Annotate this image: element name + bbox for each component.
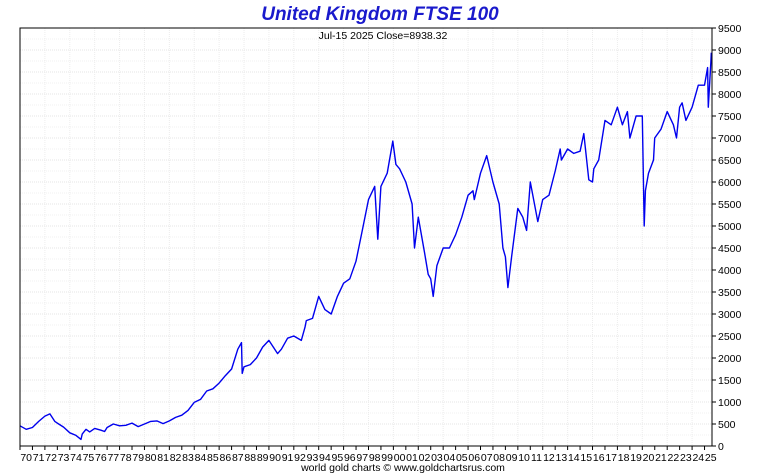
y-tick-label: 1500	[718, 375, 742, 387]
plot-frame	[19, 27, 713, 447]
x-tick-label: 98	[369, 452, 381, 464]
x-tick-label: 88	[244, 452, 256, 464]
y-tick-label: 4000	[718, 265, 742, 277]
x-tick-label: 83	[182, 452, 194, 464]
x-tick-label: 15	[580, 452, 592, 464]
y-tick-label: 3500	[718, 287, 742, 299]
y-tick-label: 500	[718, 419, 736, 431]
x-tick-label: 99	[381, 452, 393, 464]
x-tick-label: 19	[630, 452, 642, 464]
x-tick-label: 23	[680, 452, 692, 464]
chart-subtitle: Jul-15 2025 Close=8938.32	[319, 30, 448, 42]
x-tick-label: 80	[145, 452, 157, 464]
x-tick-label: 79	[132, 452, 144, 464]
y-tick-label: 0	[718, 441, 724, 453]
x-tick-label: 91	[282, 452, 294, 464]
x-tick-label: 86	[219, 452, 231, 464]
x-tick-label: 10	[518, 452, 530, 464]
x-tick-label: 07	[481, 452, 493, 464]
y-tick-label: 2500	[718, 331, 742, 343]
x-tick-label: 89	[257, 452, 269, 464]
x-tick-label: 72	[45, 452, 57, 464]
y-axis: 0 500 1000 1500 2000 2500 3000 3500 4000 4500 5000…	[712, 23, 742, 453]
x-tick-label: 05	[456, 452, 468, 464]
x-tick-label: 70	[20, 452, 32, 464]
x-tick-label: 04	[444, 452, 456, 464]
x-tick-label: 82	[170, 452, 182, 464]
x-tick-label: 95	[332, 452, 344, 464]
x-tick-label: 09	[506, 452, 518, 464]
y-tick-label: 9000	[718, 45, 742, 57]
x-tick-label: 76	[95, 452, 107, 464]
x-tick-label: 20	[643, 452, 655, 464]
y-tick-label: 6500	[718, 155, 742, 167]
x-tick-label: 18	[618, 452, 630, 464]
x-tick-label: 94	[319, 452, 331, 464]
x-tick-label: 87	[232, 452, 244, 464]
chart-footer: world gold charts © www.goldchartsrus.co…	[300, 462, 505, 474]
x-tick-label: 74	[70, 452, 82, 464]
x-tick-label: 93	[307, 452, 319, 464]
x-axis: 70 71 72 73 74 75 76 77 78 79 80 81 82 83 84 85 86 87 88 89…	[19, 446, 717, 464]
x-tick-label: 13	[556, 452, 568, 464]
x-tick-label: 90	[269, 452, 281, 464]
x-tick-label: 14	[568, 452, 580, 464]
series-layer	[19, 52, 712, 441]
y-tick-label: 1000	[718, 397, 742, 409]
y-tick-label: 8500	[718, 67, 742, 79]
x-tick-label: 77	[107, 452, 119, 464]
x-tick-label: 85	[207, 452, 219, 464]
x-tick-label: 73	[58, 452, 70, 464]
y-tick-label: 5500	[718, 199, 742, 211]
x-tick-label: 96	[344, 452, 356, 464]
y-tick-label: 3000	[718, 309, 742, 321]
x-tick-label: 08	[493, 452, 505, 464]
y-tick-label: 5000	[718, 221, 742, 233]
x-tick-label: 02	[419, 452, 431, 464]
x-tick-label: 22	[668, 452, 680, 464]
ftse-price-line	[19, 52, 712, 441]
y-tick-label: 2000	[718, 353, 742, 365]
y-tick-label: 7500	[718, 111, 742, 123]
x-tick-label: 12	[543, 452, 555, 464]
x-tick-label: 01	[406, 452, 418, 464]
y-tick-label: 6000	[718, 177, 742, 189]
x-tick-label: 24	[692, 452, 704, 464]
grid	[19, 27, 712, 447]
x-tick-label: 00	[394, 452, 406, 464]
x-tick-label: 97	[356, 452, 368, 464]
y-tick-label: 7000	[718, 133, 742, 145]
x-tick-label: 16	[593, 452, 605, 464]
x-tick-label: 92	[294, 452, 306, 464]
x-tick-label: 71	[33, 452, 45, 464]
x-tick-label: 78	[120, 452, 132, 464]
x-tick-label: 06	[468, 452, 480, 464]
y-tick-label: 8000	[718, 89, 742, 101]
x-tick-label: 84	[195, 452, 207, 464]
x-tick-label: 25	[705, 452, 717, 464]
chart-title: United Kingdom FTSE 100	[261, 4, 499, 25]
y-tick-label: 4500	[718, 243, 742, 255]
x-tick-label: 21	[655, 452, 667, 464]
x-tick-label: 75	[83, 452, 95, 464]
x-tick-label: 03	[431, 452, 443, 464]
x-tick-label: 17	[605, 452, 617, 464]
x-tick-label: 81	[157, 452, 169, 464]
x-tick-label: 11	[531, 452, 542, 464]
y-tick-label: 9500	[718, 23, 742, 35]
